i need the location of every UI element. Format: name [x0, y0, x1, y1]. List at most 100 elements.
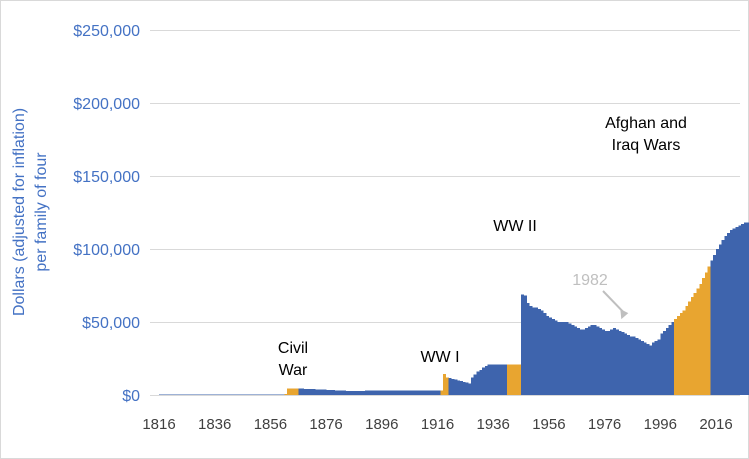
bar [209, 394, 213, 395]
bar [281, 394, 285, 395]
bar [465, 382, 469, 395]
bar [548, 317, 552, 395]
bar [312, 389, 316, 395]
bar [638, 339, 642, 395]
bar [292, 388, 296, 395]
y-tick-label: $250,000 [73, 23, 140, 40]
bar [376, 390, 380, 395]
bar [576, 327, 580, 395]
annotation-arrowhead [620, 309, 629, 320]
bar [167, 394, 171, 395]
bar [487, 364, 491, 395]
bar [540, 310, 544, 395]
bar [743, 222, 747, 395]
bar [473, 374, 477, 395]
bar [699, 284, 703, 395]
bar [192, 394, 196, 395]
bar [181, 394, 185, 395]
bar [250, 394, 254, 395]
bar [331, 390, 335, 395]
bar [509, 364, 513, 395]
bar [657, 339, 661, 395]
bar [359, 390, 363, 395]
bar [373, 390, 377, 395]
bar [178, 394, 182, 395]
bar [618, 330, 622, 395]
bar [640, 340, 644, 395]
bar [671, 322, 675, 395]
bar [220, 394, 224, 395]
bar [738, 225, 742, 395]
bar [512, 364, 516, 395]
bar [716, 249, 720, 395]
bar [420, 390, 424, 395]
bar [356, 390, 360, 395]
bar [493, 364, 497, 395]
bar [688, 301, 692, 395]
bar [537, 308, 541, 395]
bar [504, 364, 508, 395]
bar [454, 379, 458, 395]
bar [370, 390, 374, 395]
annotation-label: Iraq Wars [612, 137, 681, 154]
bar [161, 394, 165, 395]
bar [211, 394, 215, 395]
bar [646, 343, 650, 395]
bar [462, 381, 466, 395]
bar [404, 390, 408, 395]
bar [440, 390, 444, 395]
bar [560, 322, 564, 395]
bar [660, 333, 664, 395]
annotation-label: WW II [493, 218, 537, 235]
bar [395, 390, 399, 395]
bar [164, 394, 168, 395]
bar [615, 329, 619, 395]
bar [721, 240, 725, 395]
bar [214, 394, 218, 395]
bar [270, 394, 274, 395]
bar [654, 340, 658, 395]
annotation-label: Civil [278, 340, 308, 357]
bar [557, 322, 561, 395]
bar [326, 389, 330, 395]
bar [206, 394, 210, 395]
bar [599, 327, 603, 395]
bar [365, 390, 369, 395]
bar [217, 394, 221, 395]
bar [482, 367, 486, 395]
bar [604, 330, 608, 395]
bar [184, 394, 188, 395]
bar [203, 394, 207, 395]
bar [546, 316, 550, 395]
bar [710, 260, 714, 395]
bar [390, 390, 394, 395]
bar [665, 327, 669, 395]
bar [621, 332, 625, 395]
bar [406, 390, 410, 395]
bar [679, 313, 683, 395]
bar [323, 389, 327, 395]
x-tick-label: 1836 [198, 416, 231, 433]
bar [195, 394, 199, 395]
bar [565, 322, 569, 395]
bar [632, 336, 636, 395]
bar [573, 326, 578, 395]
bar [501, 364, 505, 395]
bar [197, 394, 202, 395]
bar [523, 295, 527, 395]
y-axis-label: Dollars (adjusted for inflation) per fami… [11, 108, 50, 316]
bar [704, 272, 708, 395]
bar [727, 232, 731, 395]
bar [186, 394, 190, 395]
bar [306, 388, 310, 395]
bar [278, 394, 282, 395]
bar [707, 266, 711, 395]
bar [236, 394, 241, 395]
bar [401, 390, 405, 395]
bar [392, 390, 397, 395]
bar [713, 254, 717, 395]
bar [264, 394, 268, 395]
x-tick-label: 2016 [699, 416, 732, 433]
bar [568, 323, 572, 395]
bar [702, 278, 706, 395]
